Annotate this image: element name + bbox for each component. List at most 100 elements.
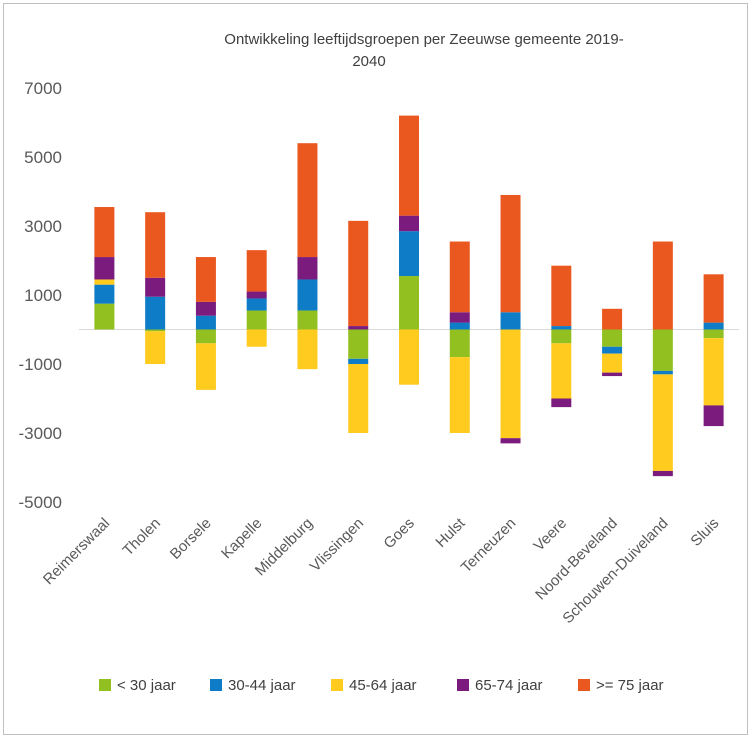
bar-segment: [551, 265, 572, 327]
bar-segment: [399, 231, 419, 277]
bar-segment: [703, 405, 724, 427]
legend: < 30 jaar 30-44 jaar 45-64 jaar 65-74 jaar >…: [99, 677, 664, 694]
bar-segment: [551, 343, 572, 399]
bar-segment: [348, 326, 369, 330]
bar-segment: [652, 329, 673, 371]
legend-swatch: [578, 679, 590, 691]
y-tick-label: 3000: [24, 217, 62, 236]
bar-segment: [297, 279, 318, 311]
bar-segment: [195, 315, 216, 330]
bar-segment: [399, 329, 419, 385]
y-tick-label: -1000: [19, 355, 62, 374]
legend-label: >= 75 jaar: [596, 677, 664, 694]
bar-segment: [195, 329, 216, 344]
bar-segment: [602, 346, 623, 354]
bar-segment: [399, 276, 419, 330]
bar-segment: [195, 343, 216, 390]
chart-title-line-1: Ontwikkeling leeftijdsgroepen per Zeeuws…: [224, 31, 623, 48]
chart-title: Ontwikkeling leeftijdsgroepen per Zeeuws…: [224, 31, 623, 70]
legend-label: 45-64 jaar: [349, 677, 417, 694]
bar-segment: [94, 279, 115, 285]
bar-segment: [297, 257, 318, 280]
bar-segment: [145, 296, 166, 330]
bar-segment: [449, 322, 470, 330]
legend-swatch: [99, 679, 111, 691]
x-tick-label: Goes: [380, 515, 417, 552]
bar-segment: [449, 312, 470, 323]
legend-label: 65-74 jaar: [475, 677, 543, 694]
chart-title-line-2: 2040: [352, 53, 385, 70]
x-axis: Reimerswaal Tholen Borsele KapelleMiddelbur…: [40, 514, 723, 627]
bar-segment: [449, 357, 470, 433]
bar-segment: [246, 291, 267, 299]
y-tick-label: 5000: [24, 148, 62, 167]
bar-segment: [551, 398, 572, 408]
bar-segment: [94, 207, 115, 258]
bar-segment: [399, 215, 419, 232]
legend-label: < 30 jaar: [117, 677, 176, 694]
x-tick-label: Reimerswaal: [40, 515, 113, 588]
x-tick-label: Vlissingen: [307, 515, 367, 575]
bar-segment: [703, 338, 724, 406]
y-tick-label: 7000: [24, 79, 62, 98]
bar-segment: [500, 329, 521, 439]
x-tick-label: Kapelle: [218, 515, 265, 562]
bar-segment: [297, 143, 318, 258]
bar-segment: [94, 284, 115, 304]
bar-segment: [246, 329, 267, 347]
bar-segment: [145, 331, 166, 364]
bar-segment: [500, 194, 521, 313]
legend-swatch: [457, 679, 469, 691]
x-tick-label: Tholen: [120, 515, 164, 559]
bar-segment: [500, 312, 521, 330]
bar-segment: [297, 310, 318, 330]
bar-segment: [297, 329, 318, 370]
bar-segment: [703, 329, 724, 339]
bar-segment: [449, 241, 470, 313]
y-axis: 7000 5000 3000 1000 -1000 -3000 -5000: [19, 79, 62, 512]
y-tick-label: -3000: [19, 424, 62, 443]
bar-segment: [399, 115, 419, 216]
bar-segment: [500, 438, 521, 444]
legend-label: 30-44 jaar: [228, 677, 296, 694]
bar-segment: [652, 241, 673, 330]
x-tick-label: Sluis: [687, 515, 722, 550]
bar-segment: [602, 308, 623, 330]
legend-swatch: [210, 679, 222, 691]
legend-swatch: [331, 679, 343, 691]
bar-segment: [145, 277, 166, 297]
bar-segment: [195, 301, 216, 316]
bar-segment: [703, 274, 724, 323]
bar-segment: [145, 212, 166, 278]
bar-segment: [145, 329, 166, 332]
bar-segment: [94, 303, 115, 330]
bar-segment: [195, 257, 216, 302]
bar-segment: [551, 326, 572, 330]
bar-segment: [551, 329, 572, 344]
bar-segment: [602, 353, 623, 373]
bar-segment: [652, 470, 673, 477]
chart-frame: Ontwikkeling leeftijdsgroepen per Zeeuws…: [3, 3, 748, 735]
bars: [79, 115, 739, 477]
x-tick-label: Hulst: [432, 514, 469, 551]
stacked-bar-chart: Ontwikkeling leeftijdsgroepen per Zeeuws…: [19, 31, 739, 694]
bar-segment: [348, 358, 369, 364]
bar-segment: [652, 374, 673, 471]
bar-segment: [652, 370, 673, 375]
bar-segment: [94, 257, 115, 280]
bar-segment: [703, 322, 724, 330]
bar-segment: [246, 250, 267, 292]
bar-segment: [348, 364, 369, 433]
y-tick-label: 1000: [24, 286, 62, 305]
bar-segment: [348, 329, 369, 359]
x-tick-label: Veere: [530, 515, 570, 555]
bar-segment: [246, 310, 267, 330]
bar-segment: [246, 298, 267, 311]
bar-segment: [602, 372, 623, 377]
x-tick-label: Borsele: [167, 515, 215, 563]
bar-segment: [348, 220, 369, 327]
y-tick-label: -5000: [19, 493, 62, 512]
x-tick-label: Terneuzen: [458, 515, 520, 577]
bar-segment: [449, 329, 470, 358]
bar-segment: [602, 329, 623, 347]
